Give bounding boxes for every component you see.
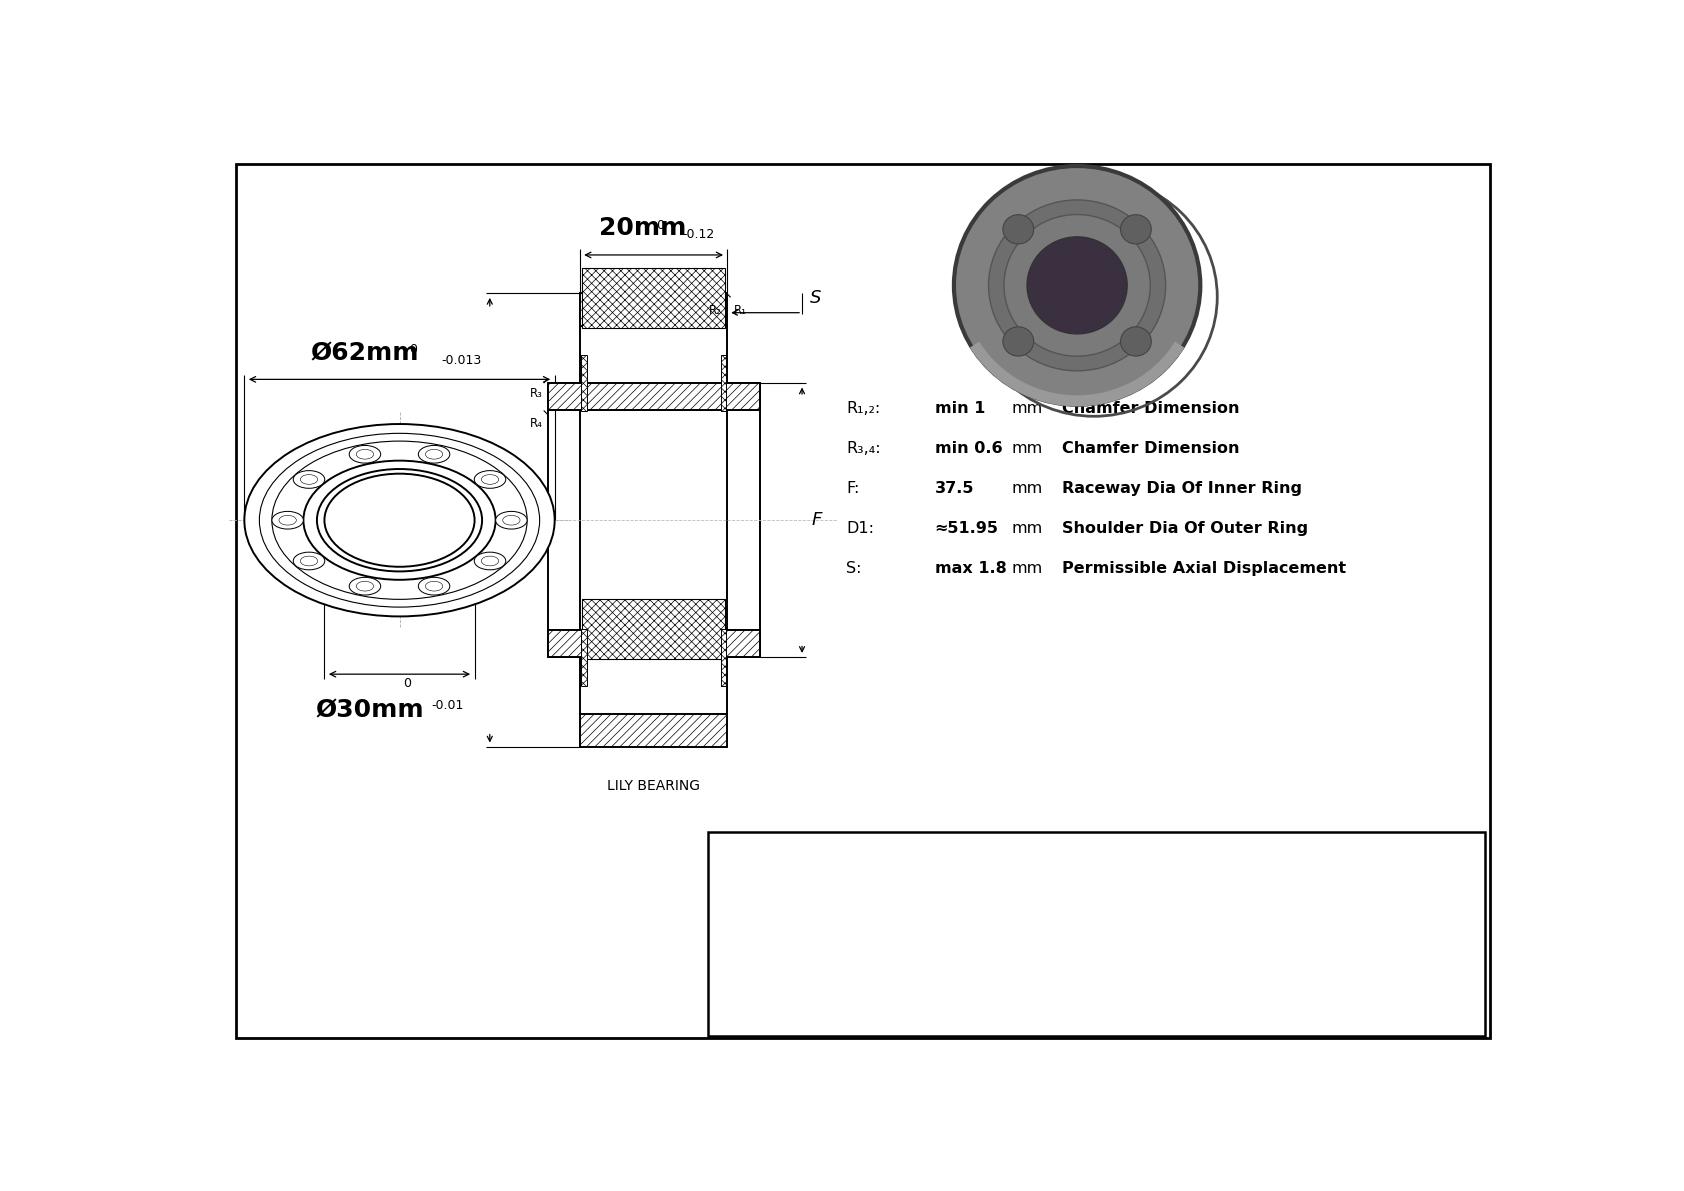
Ellipse shape [418, 578, 450, 596]
Text: 0: 0 [657, 219, 663, 232]
Text: -0.01: -0.01 [431, 699, 465, 712]
Text: R₄: R₄ [530, 417, 542, 430]
Text: S:: S: [845, 561, 862, 576]
Text: Part
Number: Part Number [776, 965, 857, 1006]
Text: min 0.6: min 0.6 [935, 441, 1002, 456]
Text: R₂: R₂ [709, 304, 722, 317]
Ellipse shape [271, 511, 303, 529]
Text: -0.013: -0.013 [441, 354, 482, 367]
Text: -0.12: -0.12 [684, 229, 716, 241]
Text: Ø62mm: Ø62mm [310, 342, 419, 366]
Text: 0: 0 [409, 343, 416, 356]
Text: 20mm: 20mm [600, 216, 687, 239]
Ellipse shape [475, 553, 505, 569]
Bar [721, 355, 726, 411]
Text: max 1.8: max 1.8 [935, 561, 1007, 576]
Text: S: S [810, 288, 822, 306]
Text: R₃,₄:: R₃,₄: [845, 441, 881, 456]
Text: R₁: R₁ [734, 304, 746, 317]
Ellipse shape [418, 445, 450, 463]
Bar [581, 293, 727, 326]
Text: 0: 0 [404, 676, 411, 690]
Ellipse shape [1120, 326, 1152, 356]
Text: mm: mm [1012, 561, 1042, 576]
Text: ®: ® [874, 847, 894, 866]
Ellipse shape [325, 474, 475, 567]
Text: Ø30mm: Ø30mm [317, 699, 424, 723]
Bar [581, 629, 586, 686]
Text: mm: mm [1012, 441, 1042, 456]
Bar [707, 833, 1485, 1036]
Text: SHANGHAI LILY BEARING LIMITED: SHANGHAI LILY BEARING LIMITED [1010, 861, 1401, 881]
Bar [581, 355, 586, 411]
Ellipse shape [989, 200, 1165, 370]
Ellipse shape [244, 424, 554, 617]
Ellipse shape [1004, 214, 1034, 244]
Text: F: F [812, 511, 822, 529]
Text: 37.5: 37.5 [935, 481, 973, 495]
Text: Chamfer Dimension: Chamfer Dimension [1061, 441, 1239, 456]
Bar [583, 599, 726, 659]
Ellipse shape [349, 445, 381, 463]
Bar [583, 268, 726, 328]
Bar [581, 715, 727, 747]
Ellipse shape [1004, 214, 1150, 356]
Text: Chamfer Dimension: Chamfer Dimension [1061, 401, 1239, 416]
Ellipse shape [271, 441, 527, 599]
Text: Raceway Dia Of Inner Ring: Raceway Dia Of Inner Ring [1061, 481, 1302, 495]
Bar [547, 384, 759, 411]
Ellipse shape [475, 470, 505, 488]
Text: min 1: min 1 [935, 401, 985, 416]
Text: R₁,₂:: R₁,₂: [845, 401, 881, 416]
Text: mm: mm [1012, 481, 1042, 495]
Text: Email: lilybearing@lily-bearing.com: Email: lilybearing@lily-bearing.com [1059, 887, 1354, 905]
Ellipse shape [317, 469, 482, 572]
Text: mm: mm [1012, 520, 1042, 536]
Ellipse shape [1004, 326, 1034, 356]
Text: Shoulder Dia Of Outer Ring: Shoulder Dia Of Outer Ring [1061, 520, 1308, 536]
Ellipse shape [259, 434, 539, 607]
Text: F:: F: [845, 481, 859, 495]
Text: NU 2206 ECJ Cylindrical Roller Bearings: NU 2206 ECJ Cylindrical Roller Bearings [975, 975, 1438, 996]
Text: ≈51.95: ≈51.95 [935, 520, 999, 536]
Ellipse shape [1120, 214, 1152, 244]
Ellipse shape [953, 166, 1201, 405]
Text: Permissible Axial Displacement: Permissible Axial Displacement [1061, 561, 1346, 576]
Ellipse shape [293, 470, 325, 488]
Ellipse shape [495, 511, 527, 529]
Ellipse shape [303, 461, 495, 580]
Ellipse shape [293, 553, 325, 569]
Bar [547, 630, 759, 657]
Bar [721, 629, 726, 686]
Text: R₃: R₃ [530, 387, 542, 400]
Ellipse shape [349, 578, 381, 596]
Ellipse shape [1027, 237, 1127, 333]
Text: mm: mm [1012, 401, 1042, 416]
Text: LILY BEARING: LILY BEARING [608, 779, 701, 793]
Text: D1:: D1: [845, 520, 874, 536]
Text: LILY: LILY [746, 852, 887, 913]
Text: D1: D1 [463, 511, 488, 529]
